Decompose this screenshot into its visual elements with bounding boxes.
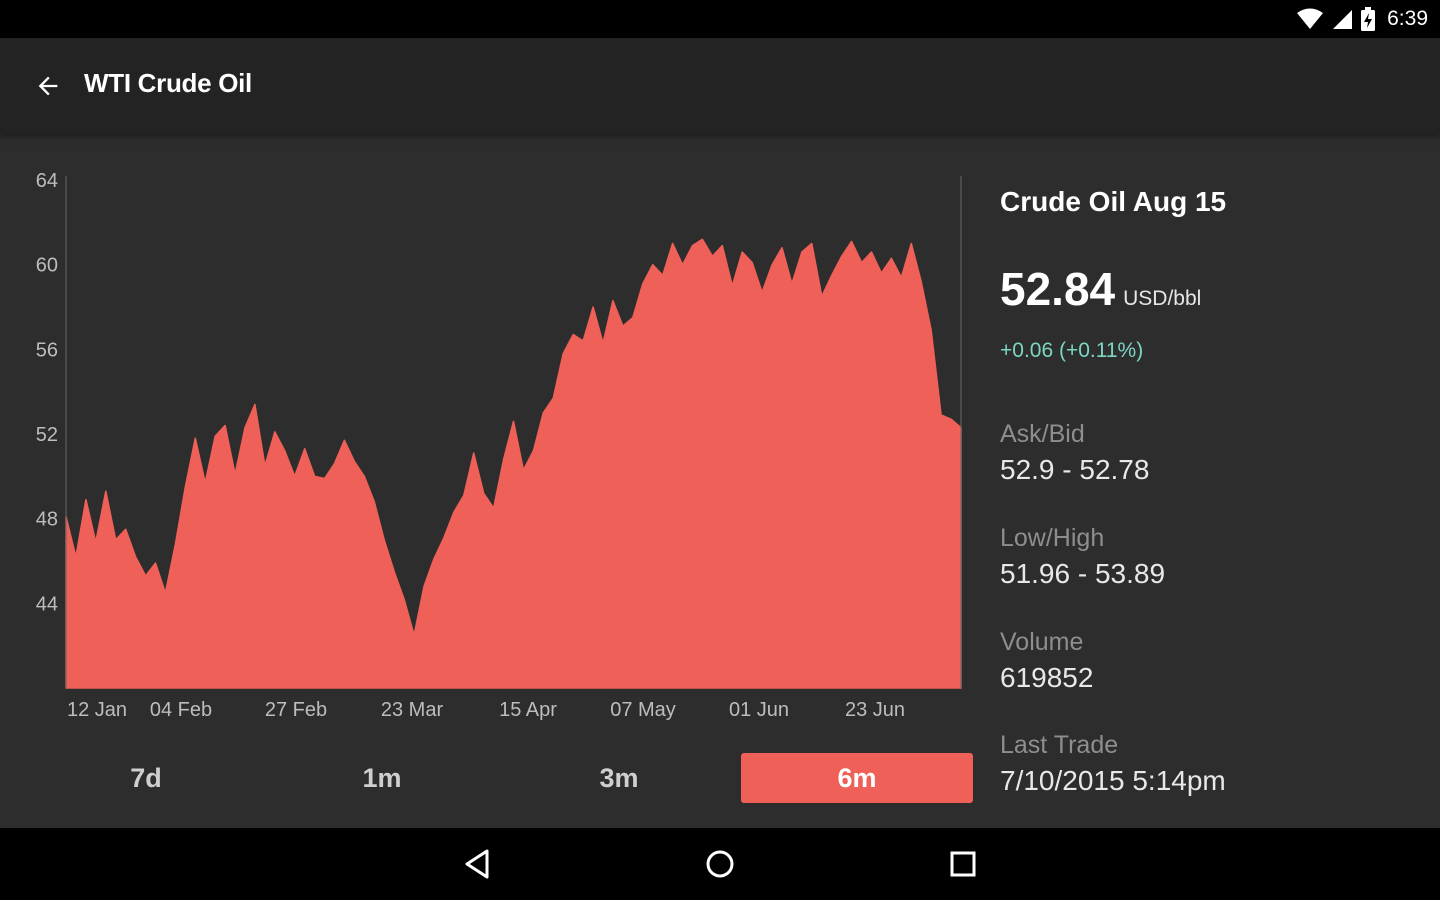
range-tab-6m[interactable]: 6m bbox=[741, 753, 973, 803]
contract-title: Crude Oil Aug 15 bbox=[1000, 186, 1227, 217]
y-tick-label: 52 bbox=[36, 424, 58, 446]
nav-recents-icon bbox=[950, 851, 976, 877]
last-price: 52.84 bbox=[1000, 263, 1116, 315]
page-title: WTI Crude Oil bbox=[84, 68, 252, 98]
contract-info-panel: Crude Oil Aug 15 52.84 USD/bbl +0.06 (+0… bbox=[1000, 134, 1420, 828]
cell-signal-icon bbox=[1333, 10, 1353, 29]
status-icons: 6:39 bbox=[1297, 6, 1428, 32]
y-tick-label: 48 bbox=[36, 509, 58, 531]
range-tab-3m[interactable]: 3m bbox=[599, 762, 639, 793]
y-tick-label: 44 bbox=[36, 593, 58, 615]
price-row: 52.84 USD/bbl bbox=[1000, 262, 1201, 316]
arrow-back-icon bbox=[38, 76, 58, 96]
volume-label: Volume bbox=[1000, 628, 1084, 656]
range-tab-7d[interactable]: 7d bbox=[130, 762, 162, 793]
x-tick-label: 07 May bbox=[610, 699, 676, 721]
price-unit: USD/bbl bbox=[1123, 287, 1202, 310]
nav-recents-button[interactable] bbox=[933, 842, 993, 886]
nav-back-button[interactable] bbox=[447, 842, 507, 886]
volume-value: 619852 bbox=[1000, 662, 1094, 693]
wifi-icon bbox=[1297, 8, 1324, 29]
ask-bid-label: Ask/Bid bbox=[1000, 420, 1085, 448]
series-area bbox=[65, 238, 962, 689]
range-tab-1m[interactable]: 1m bbox=[362, 762, 402, 793]
y-tick-label: 64 bbox=[36, 170, 58, 192]
x-tick-label: 01 Jun bbox=[729, 699, 789, 721]
nav-bar bbox=[0, 828, 1440, 900]
nav-home-button[interactable] bbox=[690, 842, 750, 886]
status-bar: 6:39 bbox=[0, 0, 1440, 38]
last-trade-value: 7/10/2015 5:14pm bbox=[1000, 765, 1226, 796]
x-tick-label: 15 Apr bbox=[499, 699, 557, 721]
app-bar: WTI Crude Oil bbox=[0, 38, 1440, 134]
y-tick-label: 56 bbox=[36, 339, 58, 361]
x-tick-label: 27 Feb bbox=[265, 699, 327, 721]
x-tick-label: 12 Jan bbox=[67, 699, 127, 721]
battery-charging-icon bbox=[1361, 7, 1376, 31]
x-tick-label: 04 Feb bbox=[150, 699, 212, 721]
status-time: 6:39 bbox=[1387, 7, 1428, 30]
range-tabs: 7d 1m 3m 6m bbox=[0, 751, 980, 805]
price-chart[interactable]: 64 60 56 52 48 44 12 Jan 04 Feb 27 Feb 23 Mar 15 A… bbox=[0, 134, 980, 734]
main-content: 64 60 56 52 48 44 12 Jan 04 Feb 27 Feb 23 Mar 15 A… bbox=[0, 134, 1440, 828]
last-trade-label: Last Trade bbox=[1000, 731, 1119, 759]
low-high-label: Low/High bbox=[1000, 524, 1105, 552]
nav-back-icon bbox=[465, 849, 489, 879]
back-button[interactable] bbox=[24, 60, 72, 112]
x-tick-label: 23 Mar bbox=[381, 699, 444, 721]
y-tick-label: 60 bbox=[36, 255, 58, 277]
price-change: +0.06 (+0.11%) bbox=[1000, 339, 1144, 362]
x-tick-label: 23 Jun bbox=[845, 699, 905, 721]
low-high-value: 51.96 - 53.89 bbox=[1000, 558, 1166, 589]
ask-bid-value: 52.9 - 52.78 bbox=[1000, 454, 1150, 485]
nav-home-icon bbox=[706, 850, 734, 878]
price-chart-svg: 64 60 56 52 48 44 12 Jan 04 Feb 27 Feb 23 Mar 15 A… bbox=[36, 170, 962, 721]
